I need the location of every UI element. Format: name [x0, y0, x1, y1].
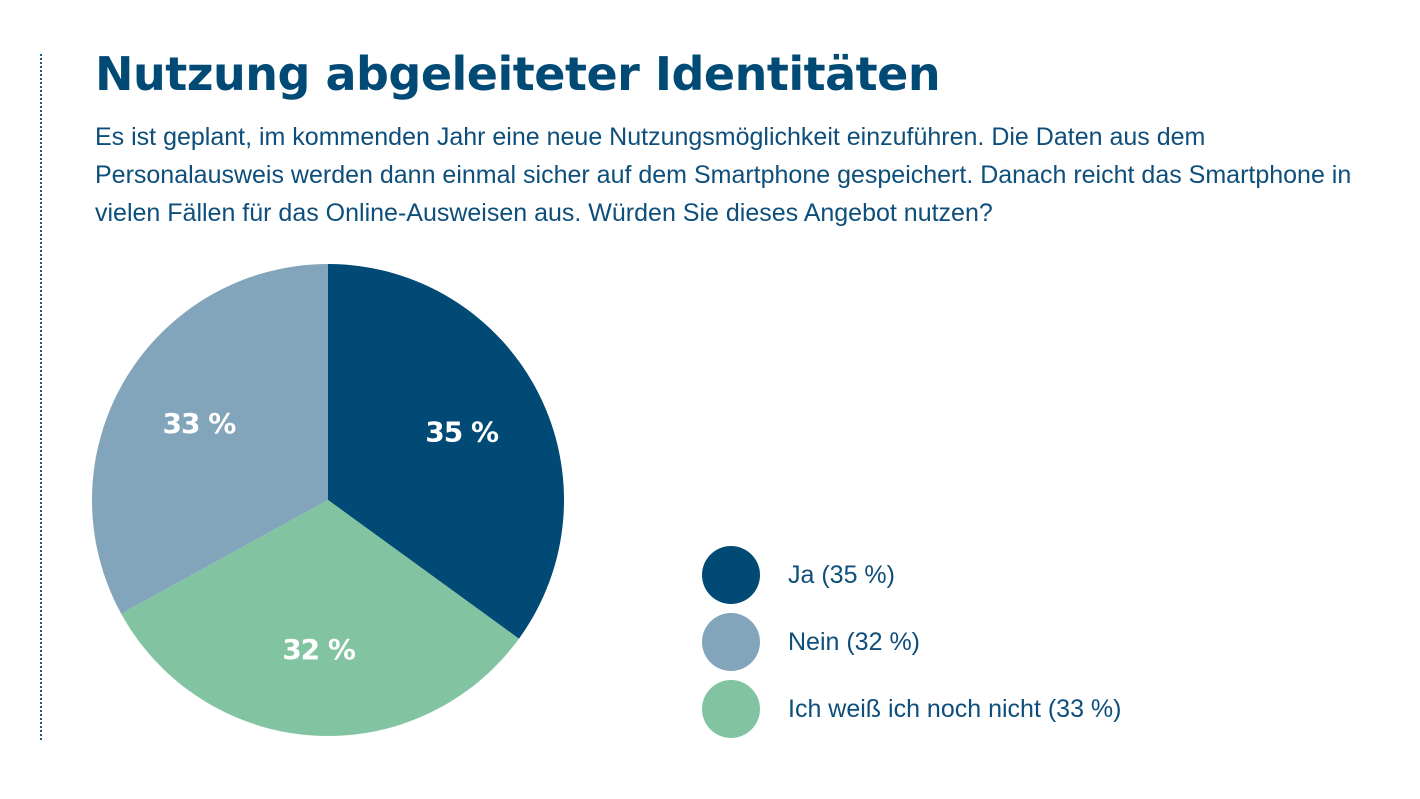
legend: Ja (35 %) Nein (32 %) Ich weiß ich noch …: [702, 546, 1322, 747]
legend-item-weiss-nicht: Ich weiß ich noch nicht (33 %): [702, 680, 1322, 738]
pie-slices: [91, 264, 564, 737]
legend-swatch-ja: [702, 546, 760, 604]
legend-item-ja: Ja (35 %): [702, 546, 1322, 604]
legend-label-weiss-nicht: Ich weiß ich noch nicht (33 %): [788, 694, 1122, 723]
pie-label-ja: 35 %: [425, 415, 499, 448]
pie-labels: 35 % 32 % 33 %: [162, 407, 499, 666]
pie-label-ich-wei-ich-noch-nicht: 32 %: [282, 633, 356, 666]
legend-swatch-weiss-nicht: [702, 680, 760, 738]
pie-chart: 35 % 32 % 33 %: [91, 264, 564, 737]
dotted-divider: [40, 54, 42, 740]
pie-slice-ich-wei-ich-noch-nicht: [121, 500, 519, 737]
pie-label-nein: 33 %: [162, 407, 236, 440]
legend-label-nein: Nein (32 %): [788, 627, 920, 656]
chart-subtitle: Es ist geplant, im kommenden Jahr eine n…: [95, 123, 1352, 227]
pie-slice-nein: [91, 264, 328, 614]
pie-slice-ja: [328, 264, 564, 639]
legend-label-ja: Ja (35 %): [788, 560, 895, 589]
legend-swatch-nein: [702, 613, 760, 671]
chart-title: Nutzung abgeleiteter Identitäten: [95, 47, 941, 101]
legend-item-nein: Nein (32 %): [702, 613, 1322, 671]
